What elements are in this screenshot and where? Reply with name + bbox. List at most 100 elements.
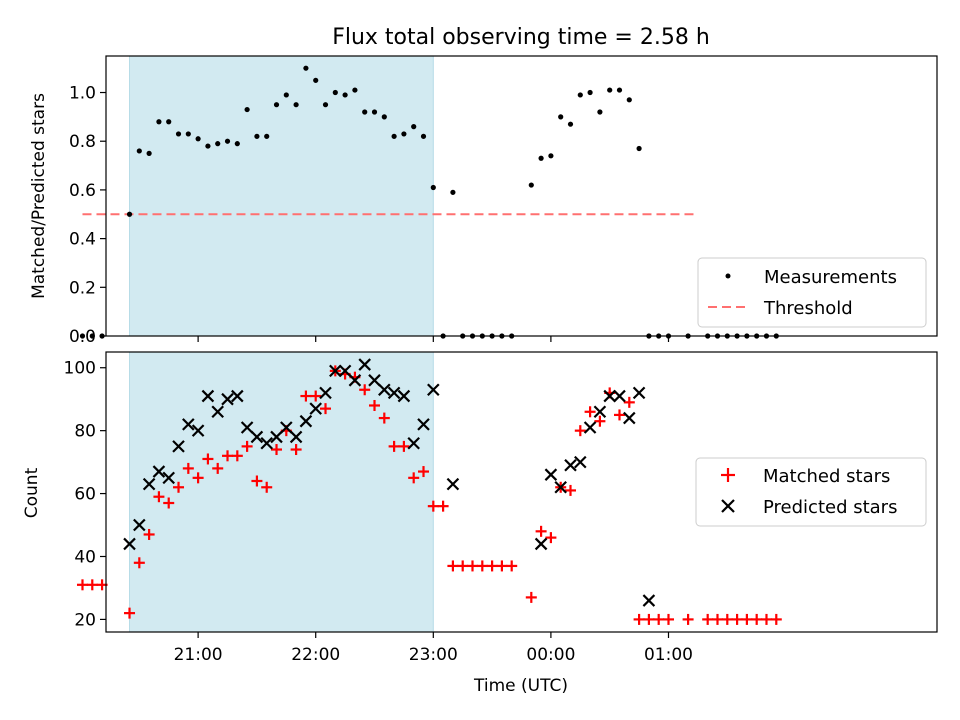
matched-star-point [133, 557, 145, 569]
x-tick-label: 00:00 [526, 645, 575, 665]
measurement-point [626, 97, 632, 103]
matched-star-point [574, 425, 586, 437]
measurement-point [567, 121, 574, 127]
predicted-star-stroke-b [358, 358, 371, 371]
matched-star-point [467, 560, 479, 572]
predicted-star-point [368, 374, 381, 387]
matched-star-point [378, 412, 390, 424]
predicted-star-point [623, 411, 636, 425]
ratio-y-tick-label: 1.0 [69, 84, 96, 104]
measurement-point [234, 141, 240, 147]
count-y-tick-label: 80 [74, 422, 96, 442]
predicted-star-point [211, 405, 224, 419]
matched-star-point [623, 396, 635, 408]
ratio-y-tick-label: 0.2 [69, 278, 96, 298]
measurement-point [264, 133, 270, 139]
predicted-star-point [123, 537, 136, 551]
predicted-star-stroke-b [270, 430, 283, 444]
count-y-tick-label: 60 [74, 485, 96, 505]
matched-star-point [721, 613, 733, 625]
matched-star-point [584, 406, 596, 418]
predicted-star-point [574, 455, 587, 469]
measurement-point [538, 155, 544, 161]
predicted-star-stroke-b [446, 477, 460, 491]
predicted-star-point [544, 468, 558, 481]
predicted-star-point [201, 389, 215, 403]
measurement-point [548, 153, 554, 159]
predicted-star-stroke-b [378, 383, 391, 397]
matched-star-point [760, 613, 772, 625]
matched-star-point [143, 528, 155, 540]
predicted-star-stroke-b [427, 383, 440, 397]
measurement-point [371, 109, 378, 115]
predicted-star-point [417, 418, 430, 431]
predicted-star-stroke-b [583, 421, 597, 434]
measurement-point [411, 124, 417, 130]
ratio-y-axis-ticks: 0.00.20.40.60.81.0 [69, 84, 106, 347]
legend-predicted-marker [721, 499, 735, 513]
measurement-point [156, 119, 162, 125]
predicted-star-stroke-b [260, 436, 273, 450]
predicted-star-point [142, 477, 156, 491]
ratio-y-tick-label: 0.8 [69, 132, 96, 152]
matched-star-point [261, 481, 273, 493]
predicted-star-stroke-b [152, 465, 166, 478]
measurement-point [89, 333, 95, 339]
legend-threshold-label: Threshold [763, 298, 853, 319]
measurement-point [391, 133, 397, 139]
predicted-star-point [182, 418, 195, 431]
predicted-star-point [397, 389, 411, 403]
predicted-star-stroke-b [211, 405, 224, 419]
matched-star-point [182, 462, 194, 474]
measurement-point [352, 87, 358, 93]
matched-star-point [653, 613, 665, 625]
count-panel-shaded-interval [129, 351, 434, 633]
matched-star-point [163, 497, 175, 509]
count-panel-frame [105, 351, 938, 633]
matched-star-point [153, 491, 165, 503]
measurement-point [273, 102, 280, 108]
predicted-star-stroke-b [172, 440, 185, 453]
predicted-star-stroke-b [417, 418, 430, 431]
measurement-point [313, 77, 319, 83]
matched-star-point [731, 613, 743, 625]
predicted-star-point [593, 405, 607, 419]
measurement-point [587, 89, 593, 96]
matched-star-point [271, 444, 283, 456]
x-tick-label: 23:00 [409, 645, 458, 665]
measurement-point [293, 102, 299, 108]
measurement-point [126, 211, 133, 217]
predicted-star-point [632, 386, 646, 400]
measurement-points [79, 65, 779, 339]
matched-star-point [300, 390, 312, 402]
count-y-axis-label: Count [22, 467, 42, 518]
measurement-point [79, 333, 86, 339]
measurement-point [342, 92, 348, 98]
legend-matched-marker [721, 468, 735, 482]
predicted-star-stroke-b [299, 414, 313, 428]
predicted-star-stroke-b [289, 430, 303, 444]
measurement-point [450, 189, 456, 195]
measurement-point [99, 333, 105, 339]
predicted-star-point [152, 465, 166, 478]
predicted-star-stroke-b [162, 471, 175, 485]
predicted-star-stroke-b [231, 389, 244, 403]
legend-matched-label: Matched stars [763, 466, 890, 487]
ratio-panel: 0.00.20.40.60.81.0 Matched/Predicted sta… [29, 55, 938, 347]
predicted-star-point [427, 383, 440, 397]
matched-star-point [770, 613, 782, 625]
predicted-star-stroke-b [221, 392, 234, 406]
predicted-star-stroke-b [642, 594, 656, 607]
measurement-point [381, 114, 387, 120]
predicted-star-point [231, 389, 244, 403]
matched-star-point [212, 462, 224, 474]
matched-star-point [359, 384, 371, 396]
measurement-point [401, 131, 407, 137]
ratio-y-axis-label: Matched/Predicted stars [29, 93, 49, 299]
x-axis-label: Time (UTC) [473, 676, 568, 696]
matched-star-point [427, 500, 439, 512]
predicted-star-stroke-b [554, 481, 567, 494]
matched-star-point [192, 472, 204, 484]
matched-star-point [241, 440, 253, 452]
